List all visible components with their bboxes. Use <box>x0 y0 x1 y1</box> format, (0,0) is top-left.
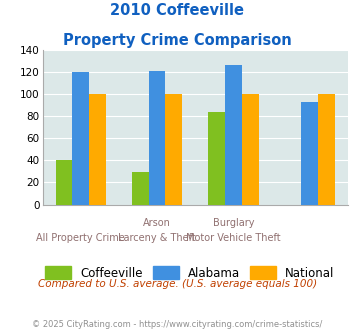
Bar <box>208 112 225 205</box>
Text: 2010 Coffeeville: 2010 Coffeeville <box>110 3 245 18</box>
Bar <box>132 173 149 205</box>
Text: All Property Crime: All Property Crime <box>36 233 125 243</box>
Bar <box>56 160 72 205</box>
Bar <box>89 94 106 205</box>
Bar <box>72 72 89 205</box>
Bar <box>165 94 182 205</box>
Bar <box>225 65 242 205</box>
Text: © 2025 CityRating.com - https://www.cityrating.com/crime-statistics/: © 2025 CityRating.com - https://www.city… <box>32 320 323 329</box>
Text: Compared to U.S. average. (U.S. average equals 100): Compared to U.S. average. (U.S. average … <box>38 279 317 289</box>
Bar <box>149 71 165 205</box>
Text: Arson: Arson <box>143 218 171 228</box>
Text: Larceny & Theft: Larceny & Theft <box>118 233 196 243</box>
Text: Motor Vehicle Theft: Motor Vehicle Theft <box>186 233 281 243</box>
Text: Property Crime Comparison: Property Crime Comparison <box>63 33 292 48</box>
Bar <box>301 102 318 205</box>
Text: Burglary: Burglary <box>213 218 254 228</box>
Bar <box>242 94 258 205</box>
Legend: Coffeeville, Alabama, National: Coffeeville, Alabama, National <box>45 266 335 280</box>
Bar <box>318 94 335 205</box>
